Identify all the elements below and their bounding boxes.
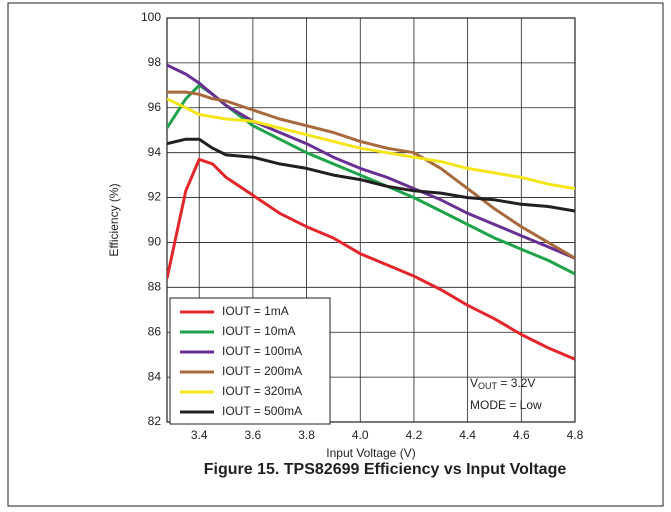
legend-box <box>169 297 331 425</box>
y-tick-label: 82 <box>148 414 162 428</box>
series-line <box>167 97 575 191</box>
vout-after: = 3.2V <box>497 376 535 390</box>
y-tick-label: 84 <box>148 369 162 383</box>
y-tick-label: 88 <box>148 280 162 294</box>
y-tick-label: 98 <box>148 55 162 69</box>
x-tick-label: 4.0 <box>352 428 369 442</box>
legend-label: IOUT = 100mA <box>222 344 302 358</box>
vout-main: V <box>470 376 478 390</box>
chart-title: Figure 15. TPS82699 Efficiency vs Input … <box>204 461 567 478</box>
y-tick-label: 96 <box>148 100 162 114</box>
plot-border <box>166 17 576 423</box>
x-tick-label: 4.8 <box>567 428 584 442</box>
y-tick-label: 86 <box>148 324 162 338</box>
y-tick-label: 90 <box>148 235 162 249</box>
x-tick-label: 3.8 <box>298 428 315 442</box>
legend-label: IOUT = 320mA <box>222 384 302 398</box>
x-tick-label: 4.4 <box>459 428 476 442</box>
x-tick-label: 3.4 <box>191 428 208 442</box>
legend-label: IOUT = 500mA <box>222 404 302 418</box>
legend-label: IOUT = 10mA <box>222 324 295 338</box>
x-tick-label: 3.6 <box>245 428 262 442</box>
mode-label: MODE = Low <box>470 398 542 412</box>
vout-sub: OUT <box>478 381 498 391</box>
y-tick-label: 94 <box>148 145 162 159</box>
y-tick-label: 100 <box>141 10 161 24</box>
series-line <box>167 63 575 260</box>
x-tick-label: 4.6 <box>513 428 530 442</box>
legend-label: IOUT = 200mA <box>222 364 302 378</box>
series-line <box>167 90 575 260</box>
x-tick-label: 4.2 <box>406 428 423 442</box>
series-line <box>167 157 575 361</box>
legend-label: IOUT = 1mA <box>222 304 289 318</box>
series-line <box>167 137 575 213</box>
vout-label: VOUT = 3.2V <box>470 376 535 391</box>
y-axis-label: Efficiency (%) <box>107 183 121 256</box>
y-tick-label: 92 <box>148 190 162 204</box>
frame <box>7 2 664 507</box>
x-axis-label: Input Voltage (V) <box>326 446 415 460</box>
